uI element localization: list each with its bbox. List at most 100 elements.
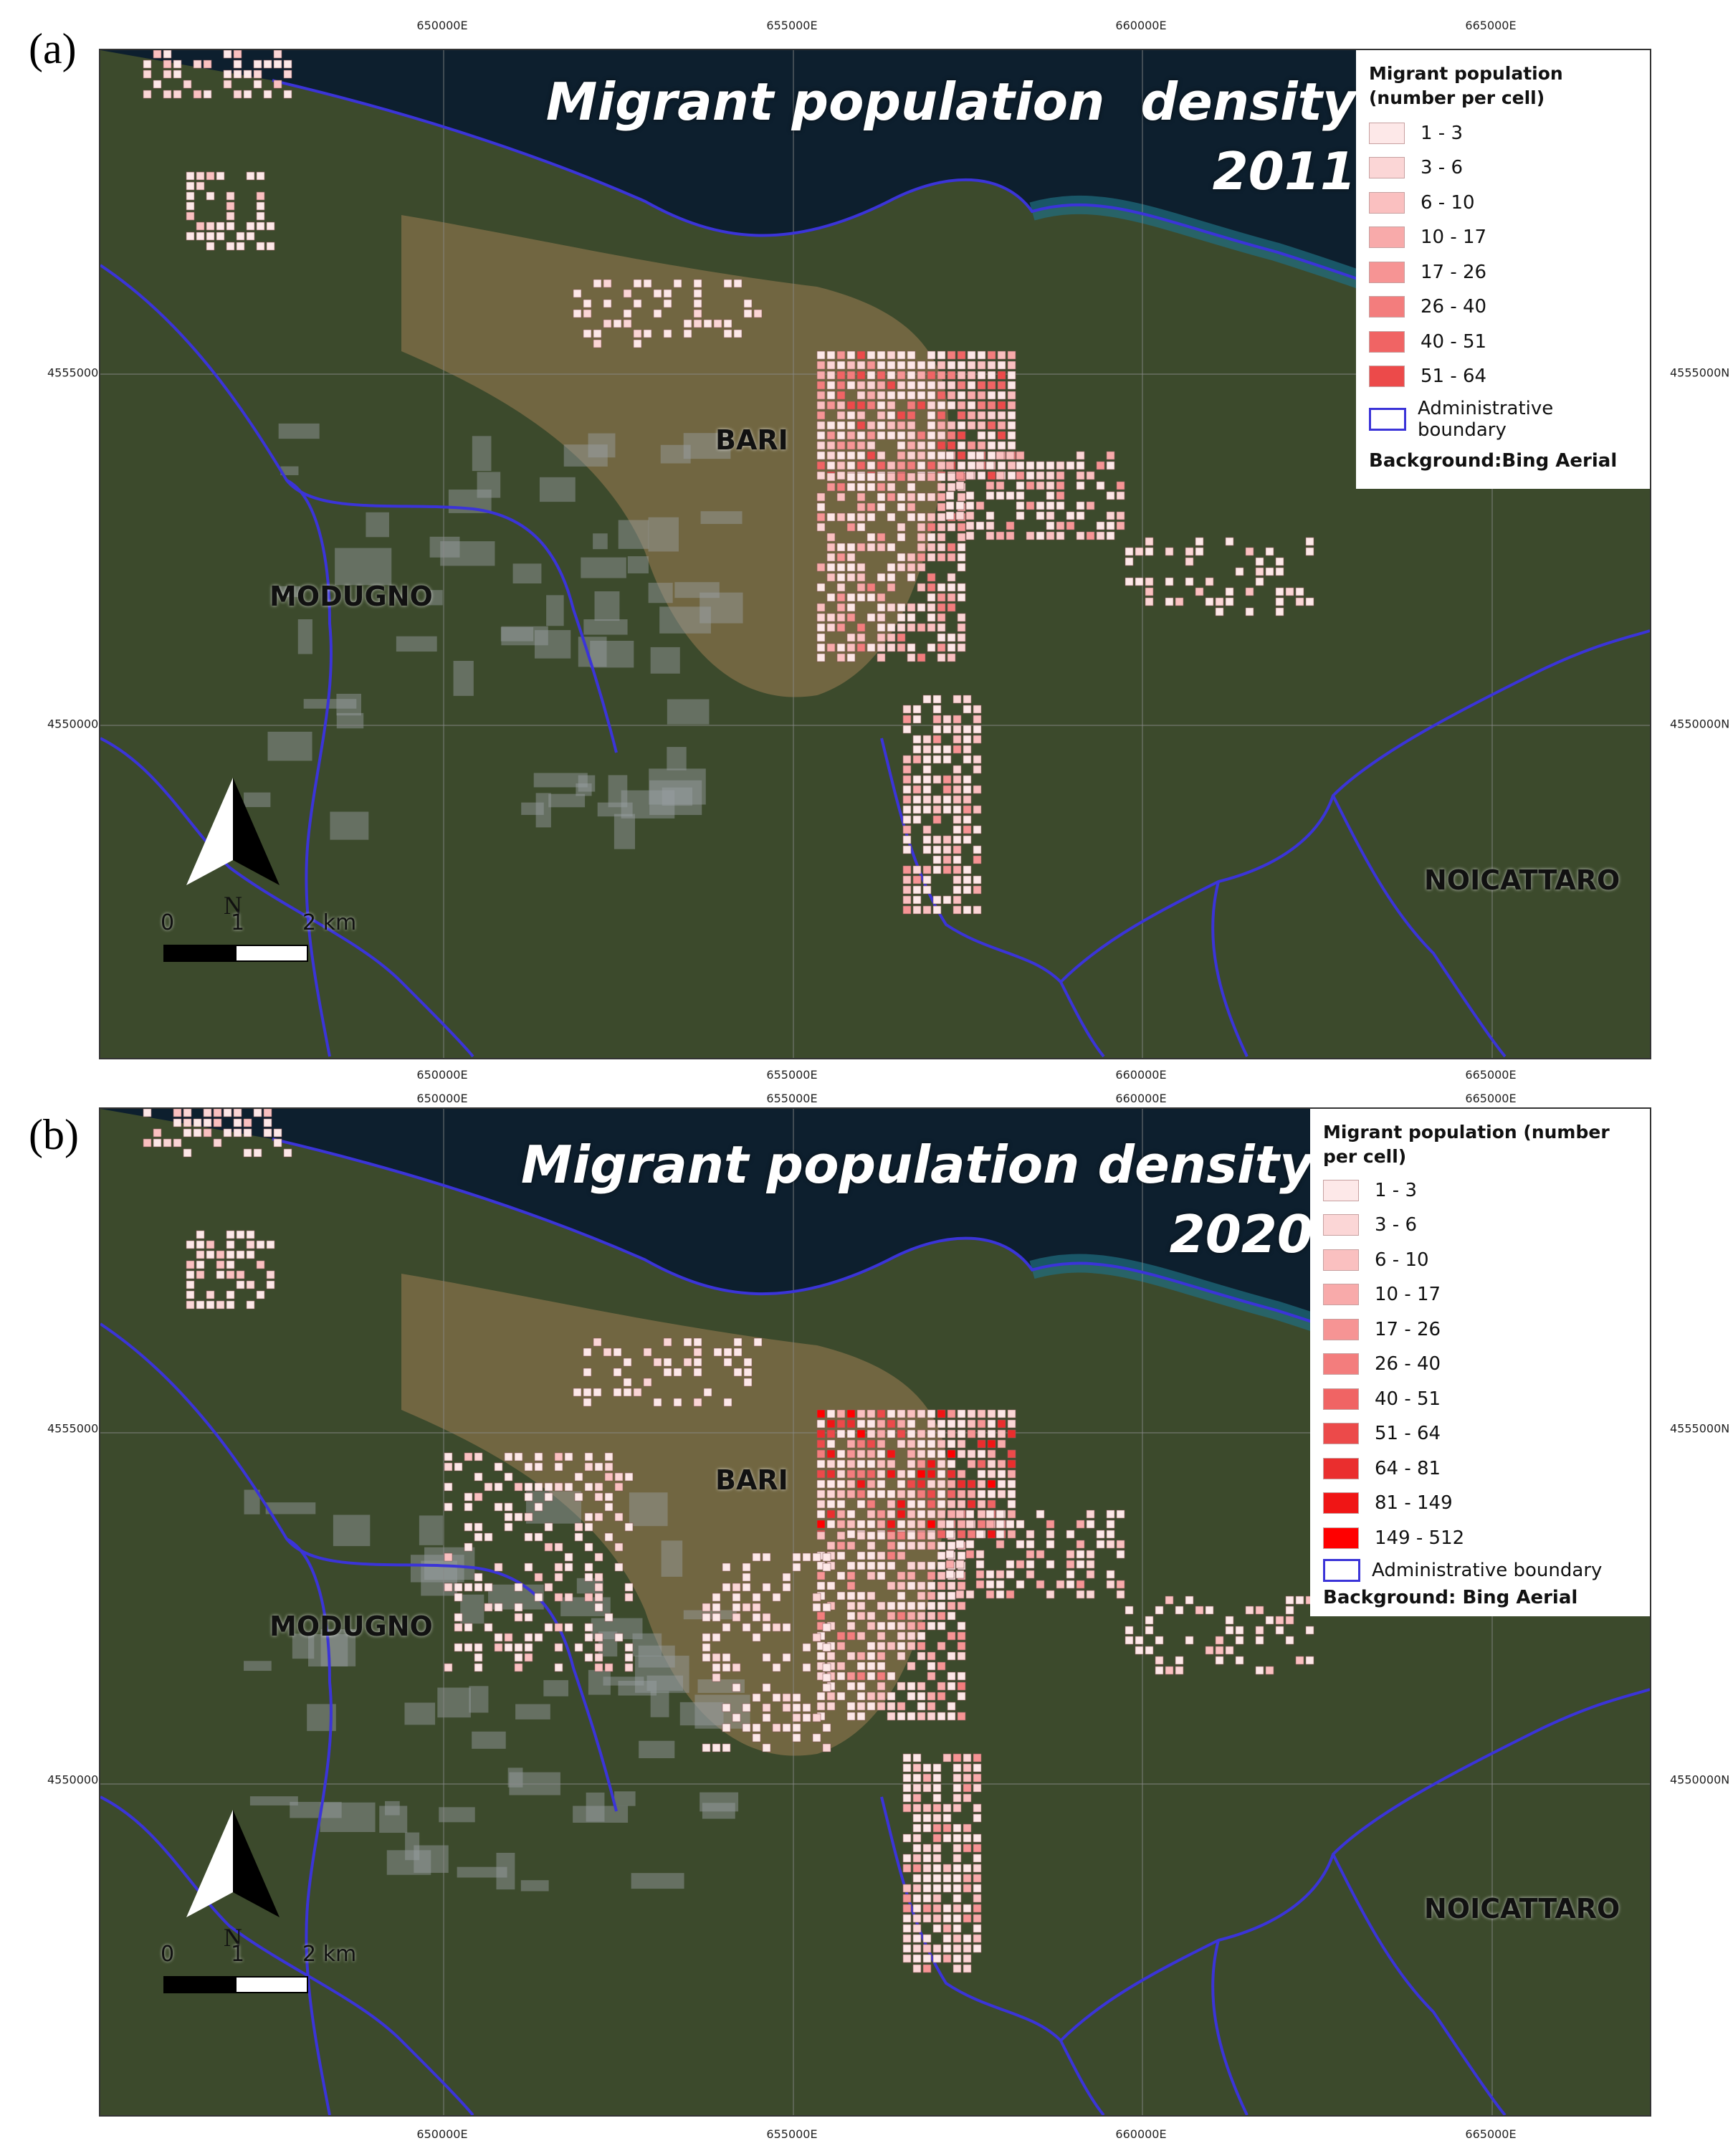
density-cell: [554, 1643, 563, 1652]
density-cell: [263, 1109, 272, 1117]
density-cell: [243, 1128, 252, 1137]
density-cell: [927, 492, 936, 502]
density-cell: [226, 1230, 235, 1239]
density-cell: [816, 613, 826, 622]
density-cell: [273, 1128, 282, 1137]
density-cell: [143, 1138, 152, 1148]
density-cell: [856, 472, 866, 482]
built-up-patch: [594, 591, 620, 621]
density-cell: [957, 1409, 966, 1418]
density-cell: [584, 1593, 593, 1602]
density-cell: [524, 1492, 533, 1502]
density-cell: [186, 1240, 195, 1249]
density-cell: [953, 1894, 962, 1903]
density-cell: [953, 775, 962, 784]
legend-label: 26 - 40: [1421, 296, 1487, 318]
density-cell: [1106, 511, 1115, 520]
density-cell: [593, 339, 602, 348]
density-cell: [226, 1250, 235, 1259]
density-cell: [1007, 1429, 1016, 1439]
density-cell: [266, 1280, 275, 1289]
density-cell: [1016, 451, 1025, 460]
density-cell: [712, 1603, 721, 1612]
density-cell: [937, 1449, 946, 1459]
density-cell: [907, 1459, 916, 1469]
built-up-patch: [683, 433, 731, 459]
density-cell: [985, 1590, 995, 1599]
density-cell: [1285, 1595, 1294, 1605]
density-cell: [977, 1520, 986, 1529]
density-cell: [877, 381, 886, 390]
density-cell: [932, 835, 942, 844]
density-cell: [866, 593, 876, 602]
density-cell: [967, 421, 976, 430]
density-cell: [856, 573, 866, 582]
density-cell: [937, 1581, 946, 1590]
density-cell: [937, 411, 946, 420]
density-cell: [887, 1469, 896, 1479]
density-cell: [942, 1823, 952, 1833]
density-cell: [897, 361, 906, 370]
density-cell: [902, 1763, 912, 1773]
density-cell: [464, 1623, 473, 1632]
density-cell: [907, 411, 916, 420]
density-cell: [826, 533, 836, 542]
density-cell: [603, 319, 612, 328]
density-cell: [937, 1419, 946, 1428]
density-cell: [965, 531, 975, 540]
density-cell: [1185, 1595, 1194, 1605]
density-cell: [623, 1378, 632, 1387]
density-cell: [643, 1378, 652, 1387]
density-cell: [186, 171, 195, 181]
density-cell: [957, 1692, 966, 1701]
density-cell: [932, 1874, 942, 1883]
panel-label: (b): [29, 1111, 79, 1158]
density-cell: [937, 603, 946, 612]
place-label-bari: BARI: [715, 1464, 788, 1496]
density-cell: [1255, 567, 1264, 576]
density-cell: [977, 441, 986, 450]
density-cell: [1016, 501, 1025, 510]
density-cell: [604, 1472, 614, 1482]
density-cell: [1076, 501, 1085, 510]
density-cell: [897, 643, 906, 652]
density-cell: [922, 795, 932, 804]
density-cell: [173, 1118, 182, 1127]
legend-label: 40 - 51: [1421, 330, 1487, 353]
density-cell: [953, 725, 962, 734]
density-cell: [1165, 1595, 1174, 1605]
density-cell: [183, 80, 192, 89]
density-cell: [866, 1621, 876, 1631]
built-up-patch: [297, 619, 312, 654]
density-cell: [973, 765, 982, 774]
density-cell: [963, 1843, 972, 1853]
density-cell: [856, 1692, 866, 1701]
map-title: Migrant population density 2020: [521, 1130, 1313, 1269]
density-cell: [963, 1823, 972, 1833]
density-cell: [953, 1843, 962, 1853]
built-up-patch: [650, 1691, 669, 1717]
density-cell: [866, 361, 876, 370]
density-cell: [947, 1499, 956, 1509]
density-cell: [143, 90, 152, 99]
density-cell: [977, 1439, 986, 1449]
density-cell: [907, 441, 916, 450]
density-cell: [153, 1128, 162, 1137]
density-cell: [912, 715, 922, 724]
density-cell: [877, 1661, 886, 1671]
density-cell: [922, 845, 932, 854]
built-up-patch: [590, 640, 634, 668]
density-cell: [846, 1409, 856, 1418]
density-cell: [653, 289, 662, 298]
built-up-patch: [512, 563, 542, 583]
density-cell: [752, 1733, 761, 1742]
density-cell: [702, 1643, 711, 1652]
legend-swatch: [1323, 1457, 1359, 1479]
density-cell: [623, 1358, 632, 1367]
density-cell: [846, 1439, 856, 1449]
density-cell: [932, 1783, 942, 1793]
density-cell: [216, 232, 225, 241]
map-frame: Migrant population density 2020 BARI MOD…: [99, 1107, 1651, 2117]
density-cell: [444, 1552, 453, 1562]
density-cell: [534, 1482, 543, 1492]
